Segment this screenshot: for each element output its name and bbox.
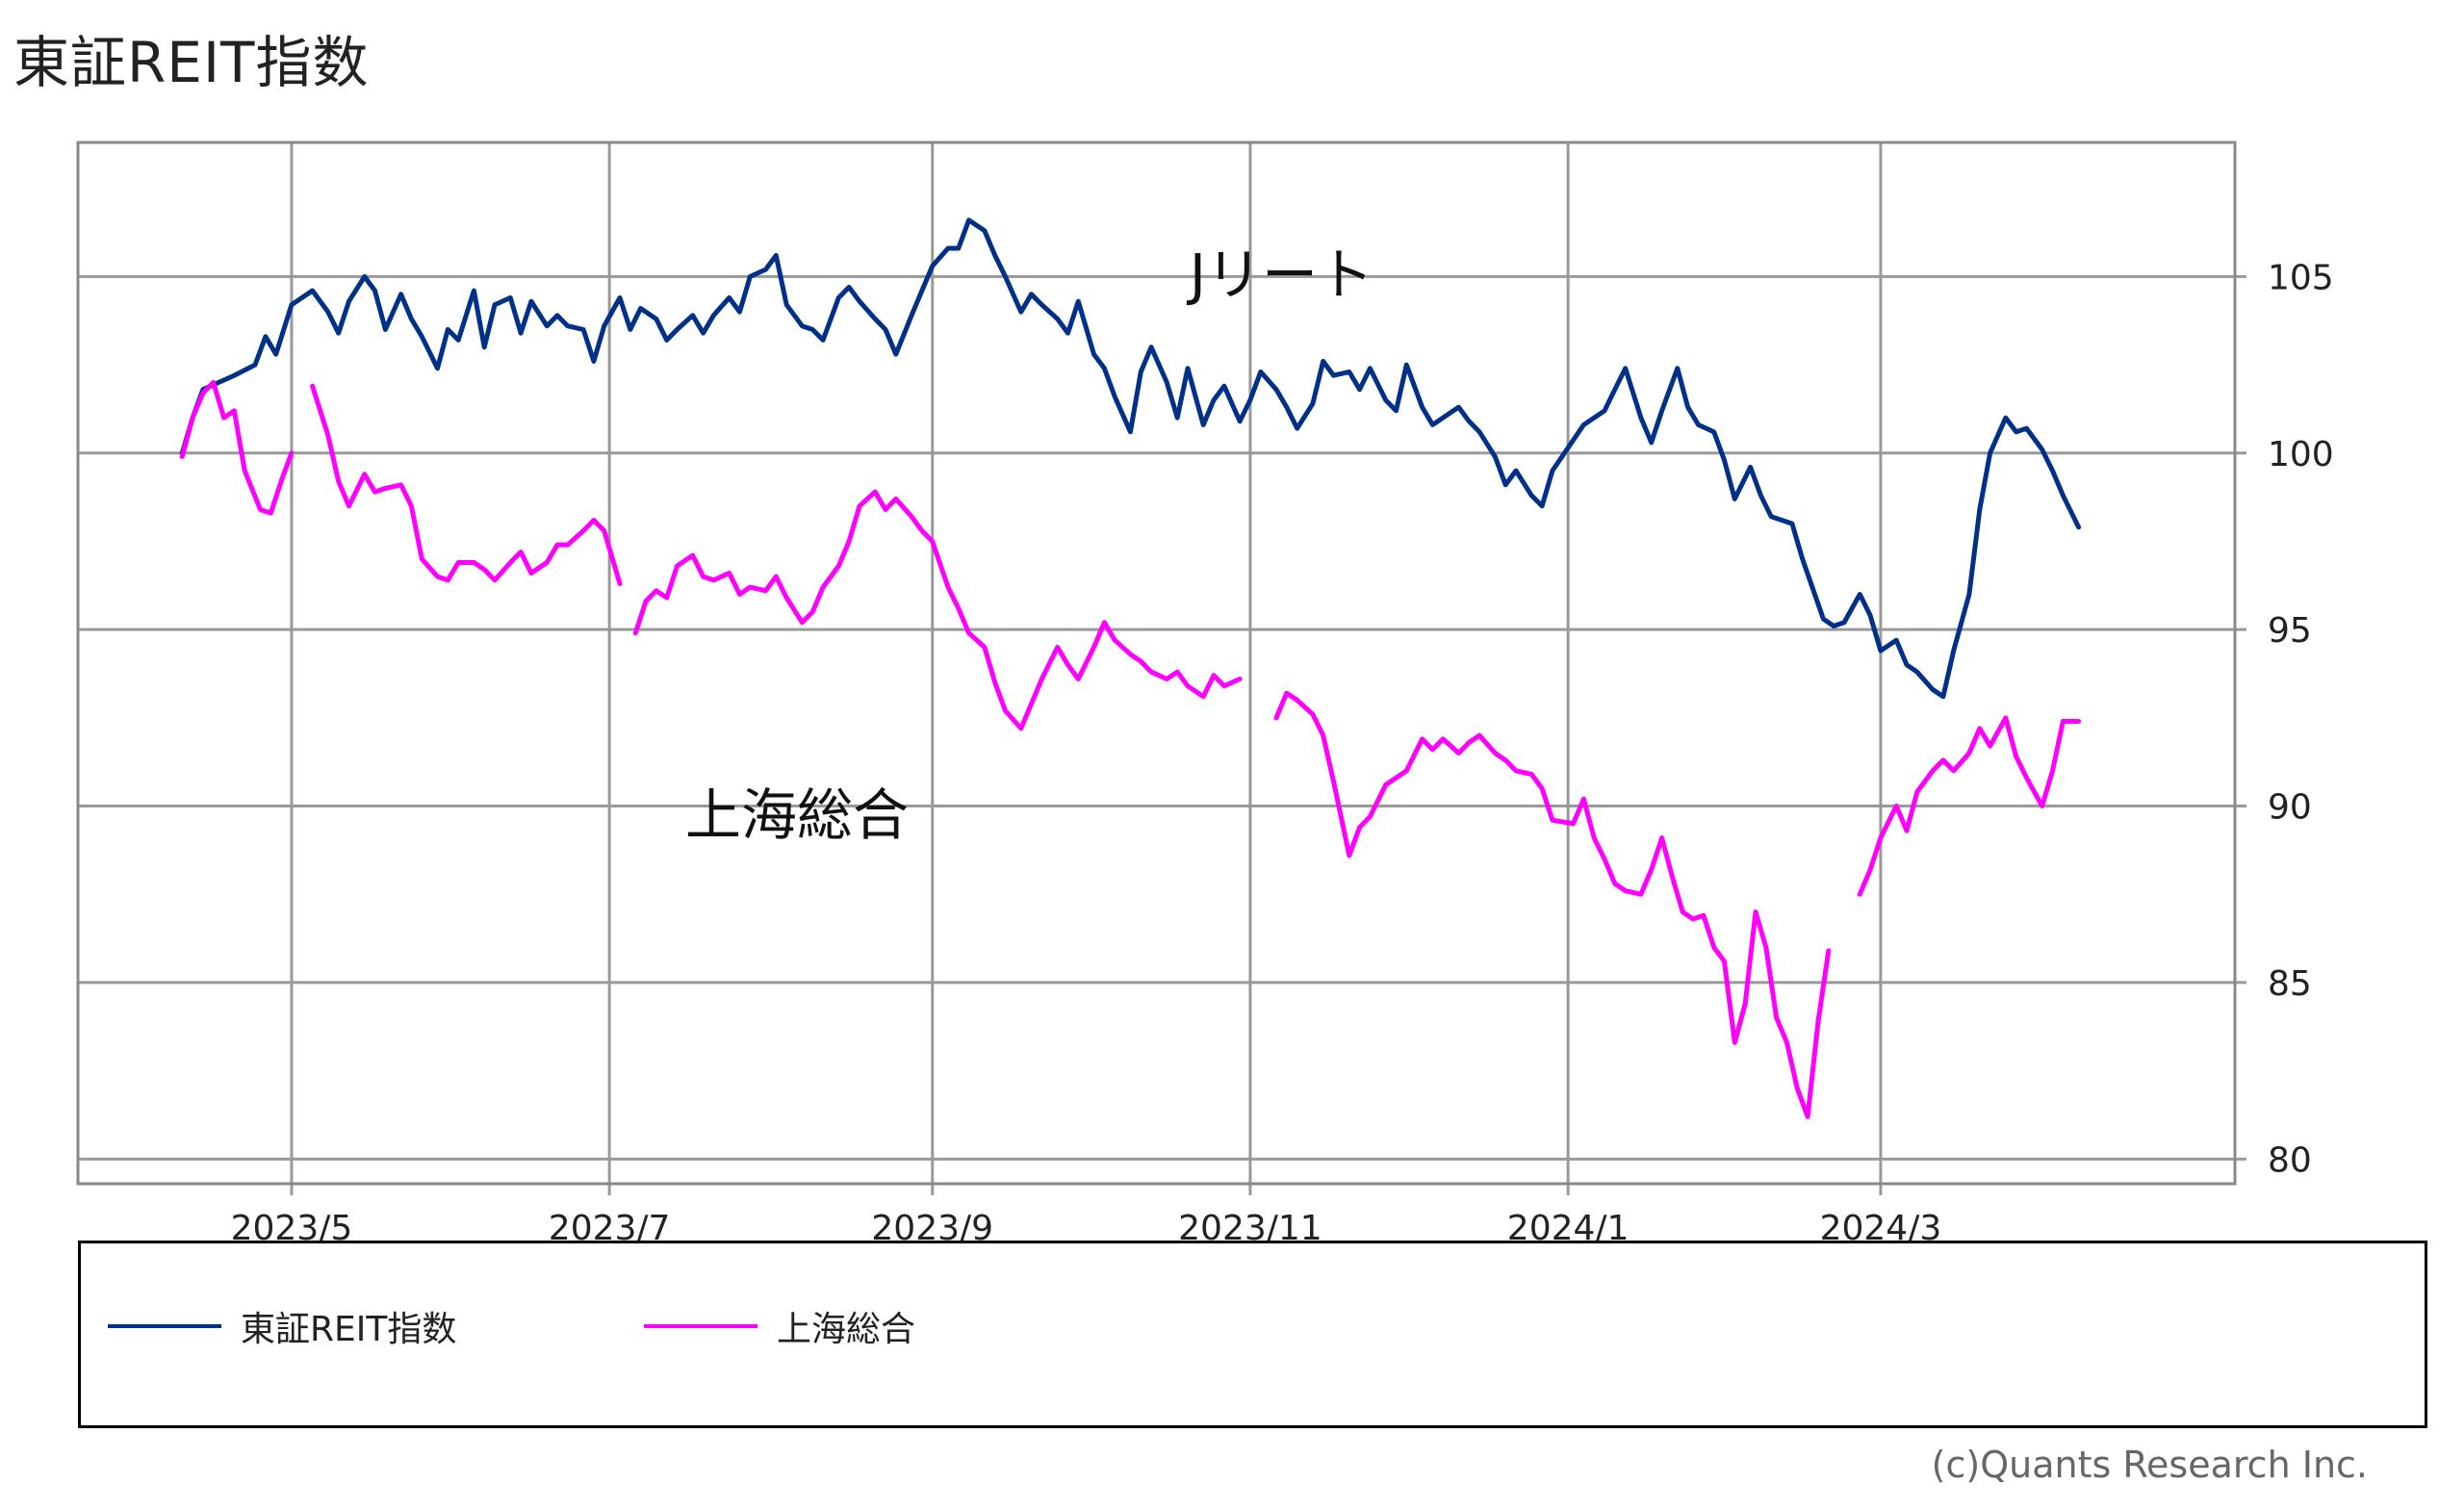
x-tick-label: 2024/1: [1507, 1209, 1630, 1241]
copyright-credit: (c)Quants Research Inc.: [1931, 1444, 2368, 1486]
y-axis-ticks: 80 85 90 95 100 105: [2268, 258, 2334, 1180]
grid-lines: [78, 142, 2246, 1195]
legend-item-reit: 東証REIT指数: [108, 1301, 456, 1351]
legend-swatch-shanghai: [644, 1324, 757, 1328]
x-tick-label: 2023/9: [871, 1209, 993, 1241]
shanghai-composite-line: [1857, 715, 2082, 897]
plot-frame: [76, 141, 2237, 1186]
series-layer: [179, 218, 2082, 1119]
shanghai-composite-line: [310, 383, 623, 586]
reit-index-line: [179, 218, 2082, 700]
shanghai-composite-line: [1273, 690, 1832, 1119]
y-tick-label: 80: [2268, 1140, 2312, 1180]
x-tick-label: 2023/11: [1178, 1209, 1322, 1241]
y-tick-label: 90: [2268, 788, 2312, 828]
shanghai-composite-line: [179, 379, 295, 516]
x-tick-label: 2024/3: [1820, 1209, 1942, 1241]
y-tick-label: 85: [2268, 964, 2312, 1004]
legend-label-shanghai: 上海総合: [777, 1310, 916, 1349]
y-tick-label: 100: [2268, 435, 2334, 474]
legend-item-shanghai: 上海総合: [644, 1301, 915, 1351]
annotation-shanghai-label: 上海総合: [685, 782, 909, 848]
x-axis-ticks: 2023/5 2023/7 2023/9 2023/11 2024/1 2024/3: [231, 1209, 1942, 1241]
chart-title: 東証REIT指数: [13, 30, 370, 95]
x-tick-label: 2023/5: [231, 1209, 353, 1241]
x-tick-label: 2023/7: [549, 1209, 671, 1241]
shanghai-composite-line: [632, 489, 1243, 731]
y-tick-label: 105: [2268, 258, 2334, 297]
y-tick-label: 95: [2268, 611, 2312, 651]
legend-label-reit: 東証REIT指数: [241, 1310, 457, 1349]
annotation-jreit-label: Jリート: [1187, 243, 1373, 308]
legend-swatch-reit: [108, 1324, 221, 1328]
legend: 東証REIT指数 上海総合: [78, 1241, 2427, 1428]
chart-canvas: 2023/5 2023/7 2023/9 2023/11 2024/1 2024/3 80…: [76, 141, 2334, 1241]
